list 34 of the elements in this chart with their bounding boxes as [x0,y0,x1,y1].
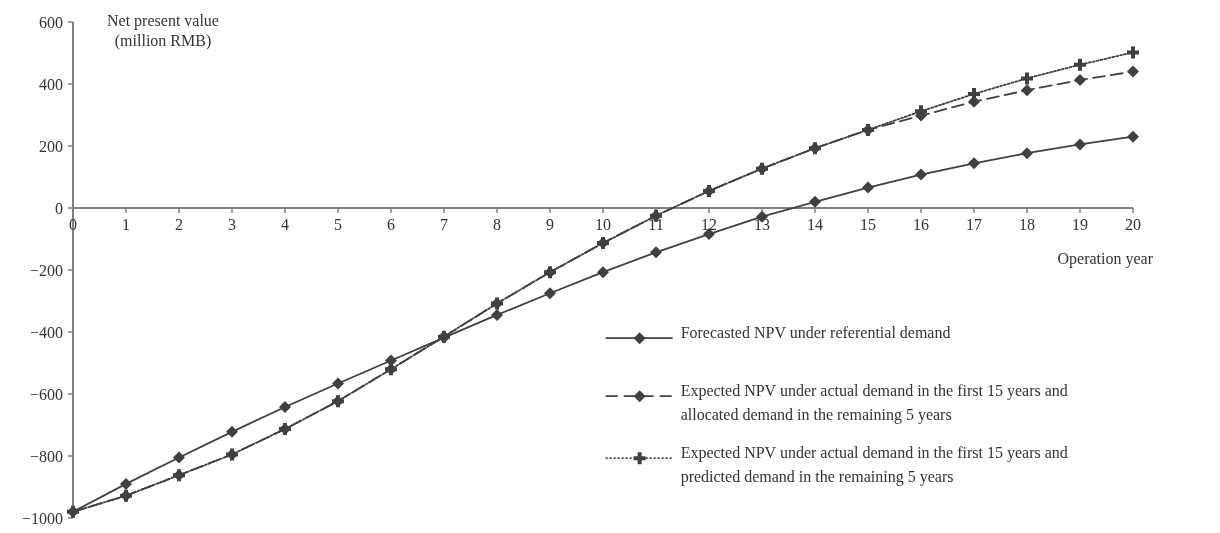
x-tick-label: 13 [754,216,770,233]
y-tick-label: −800 [29,447,63,465]
x-tick-label: 7 [440,216,448,233]
x-tick-label: 9 [546,216,554,233]
y-axis-title: Net present value (million RMB) [107,12,219,50]
y-tick-label: 200 [39,137,63,155]
x-tick-label: 19 [1072,216,1088,233]
y-tick-label: 0 [55,199,63,217]
x-axis-title: Operation year [1057,250,1154,268]
y-tick-label: −200 [29,261,63,279]
legend-label: Forecasted NPV under referential demand [680,324,951,342]
x-tick-label: 5 [334,216,342,233]
legend-label: Expected NPV under actual demand in the first 15 years and allocated demand in the remaining 5 years [680,382,1068,425]
x-tick-label: 11 [648,216,664,233]
x-tick-label: 8 [493,216,501,233]
x-tick-label: 6 [387,216,395,233]
y-tick-label: 600 [39,13,63,31]
y-tick-label: −1000 [21,509,63,527]
x-tick-label: 20 [1125,216,1141,233]
x-tick-label: 15 [860,216,876,233]
x-tick-label: 14 [807,216,823,233]
x-tick-label: 12 [701,216,717,233]
x-tick-label: 2 [175,216,183,233]
x-tick-label: 10 [595,216,611,233]
x-tick-label: 18 [1019,216,1035,233]
x-tick-label: 1 [122,216,130,233]
x-tick-label: 4 [281,216,289,233]
x-tick-label: 3 [228,216,236,233]
x-tick-label: 16 [913,216,929,233]
y-tick-label: 400 [39,75,63,93]
y-tick-label: −400 [29,323,63,341]
legend-label: Expected NPV under actual demand in the first 15 years and predicted demand in the remaining 5 years [680,444,1068,487]
y-tick-label: −600 [29,385,63,403]
x-tick-label: 17 [966,216,982,233]
